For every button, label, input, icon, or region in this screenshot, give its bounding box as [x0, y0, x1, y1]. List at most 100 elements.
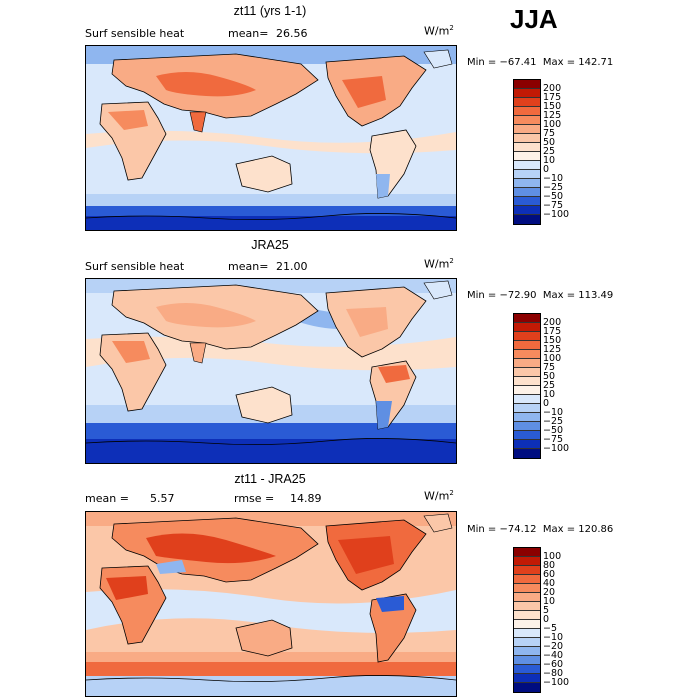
panel-3-rmse-label: rmse =	[234, 492, 275, 505]
colorbar-tick-label: −50	[543, 191, 564, 202]
colorbar-tick-label: −75	[543, 434, 564, 445]
colorbar-tick-label: −25	[543, 182, 564, 193]
colorbar-tick-label: 150	[543, 101, 562, 112]
colorbar-tick-label: −75	[543, 200, 564, 211]
colorbar-tick-label: 40	[543, 578, 556, 589]
colorbar-tick-label: −40	[543, 650, 564, 661]
colorbar-segment	[514, 566, 540, 575]
colorbar-tick-label: 20	[543, 587, 556, 598]
colorbar-segment	[514, 359, 540, 368]
colorbar-tick-label: 125	[543, 344, 562, 355]
panel-1-units: W/m2	[424, 24, 454, 38]
colorbar-segment	[514, 188, 540, 197]
colorbar-segment	[514, 548, 540, 557]
panel-3-minmax: Min = −74.12 Max = 120.86	[467, 524, 614, 535]
colorbar-segment	[514, 575, 540, 584]
colorbar-tick-label: −60	[543, 659, 564, 670]
colorbar-segment	[514, 116, 540, 125]
colorbar-segment	[514, 449, 540, 458]
colorbar-tick-label: 0	[543, 164, 550, 175]
colorbar-segment	[514, 368, 540, 377]
colorbar-tick-label: −100	[543, 677, 570, 688]
panel-1-minmax: Min = −67.41 Max = 142.71	[467, 57, 614, 68]
panel-1-map	[85, 45, 457, 231]
panel-2-map	[85, 278, 457, 464]
colorbar-segment	[514, 134, 540, 143]
colorbar-tick-label: −20	[543, 641, 564, 652]
colorbar-segment	[514, 656, 540, 665]
colorbar-segment	[514, 215, 540, 224]
colorbar-tick-label: −10	[543, 407, 564, 418]
colorbar-tick-label: 75	[543, 362, 556, 373]
colorbar-tick-label: 25	[543, 146, 556, 157]
colorbar-segment	[514, 683, 540, 692]
colorbar-segment	[514, 107, 540, 116]
colorbar-tick-label: −10	[543, 632, 564, 643]
colorbar-segment	[514, 161, 540, 170]
colorbar-tick-label: 200	[543, 317, 562, 328]
colorbar-segment	[514, 125, 540, 134]
colorbar-segment	[514, 314, 540, 323]
panel-3-map	[85, 511, 457, 697]
colorbar-segment	[514, 89, 540, 98]
colorbar-tick-label: −50	[543, 425, 564, 436]
colorbar-segment	[514, 413, 540, 422]
colorbar-segment	[514, 332, 540, 341]
colorbar-tick-label: 75	[543, 128, 556, 139]
colorbar-tick-label: 50	[543, 137, 556, 148]
colorbar-segment	[514, 638, 540, 647]
panel-3-map-svg	[86, 512, 456, 696]
colorbar-tick-label: −5	[543, 623, 558, 634]
colorbar-tick-label: 25	[543, 380, 556, 391]
colorbar-segment	[514, 440, 540, 449]
colorbar-tick-label: 5	[543, 605, 550, 616]
colorbar-segment	[514, 80, 540, 89]
colorbar-tick-label: −10	[543, 173, 564, 184]
colorbar-segment	[514, 422, 540, 431]
colorbar-segment	[514, 557, 540, 566]
colorbar-segment	[514, 431, 540, 440]
panel-2-minmax: Min = −72.90 Max = 113.49	[467, 290, 614, 301]
panel-2-title: JRA25	[251, 238, 289, 252]
panel-2-map-svg	[86, 279, 456, 463]
colorbar-segment	[514, 647, 540, 656]
colorbar-tick-label: 10	[543, 596, 556, 607]
colorbar-segment	[514, 350, 540, 359]
colorbar-tick-label: 10	[543, 389, 556, 400]
colorbar-tick-label: 100	[543, 551, 562, 562]
colorbar-segment	[514, 674, 540, 683]
colorbar-tick-label: 100	[543, 353, 562, 364]
panel-1-mean-label: mean=	[228, 27, 269, 40]
panel-1-title: zt11 (yrs 1-1)	[233, 4, 307, 18]
panel-3-colorbar	[513, 547, 541, 693]
colorbar-tick-label: −100	[543, 209, 570, 220]
panel-1-map-svg	[86, 46, 456, 230]
colorbar-segment	[514, 98, 540, 107]
colorbar-segment	[514, 206, 540, 215]
colorbar-tick-label: 125	[543, 110, 562, 121]
colorbar-tick-label: 60	[543, 569, 556, 580]
colorbar-tick-label: 175	[543, 326, 562, 337]
colorbar-segment	[514, 395, 540, 404]
colorbar-tick-label: 100	[543, 119, 562, 130]
colorbar-tick-label: −25	[543, 416, 564, 427]
panel-3-rmse-value: 14.89	[290, 492, 322, 505]
colorbar-tick-label: 175	[543, 92, 562, 103]
colorbar-segment	[514, 584, 540, 593]
colorbar-tick-label: 10	[543, 155, 556, 166]
colorbar-segment	[514, 197, 540, 206]
colorbar-tick-label: −80	[543, 668, 564, 679]
colorbar-segment	[514, 323, 540, 332]
colorbar-tick-label: 150	[543, 335, 562, 346]
panel-3-mean-value: 5.57	[150, 492, 175, 505]
colorbar-tick-label: 200	[543, 83, 562, 94]
panel-2-units: W/m2	[424, 257, 454, 271]
colorbar-tick-label: −100	[543, 443, 570, 454]
panel-3-mean-label: mean =	[85, 492, 129, 505]
season-label: JJA	[510, 4, 558, 34]
colorbar-segment	[514, 377, 540, 386]
panel-2-colorbar	[513, 313, 541, 459]
panel-1-variable-label: Surf sensible heat	[85, 27, 185, 40]
colorbar-segment	[514, 386, 540, 395]
colorbar-tick-label: 0	[543, 398, 550, 409]
